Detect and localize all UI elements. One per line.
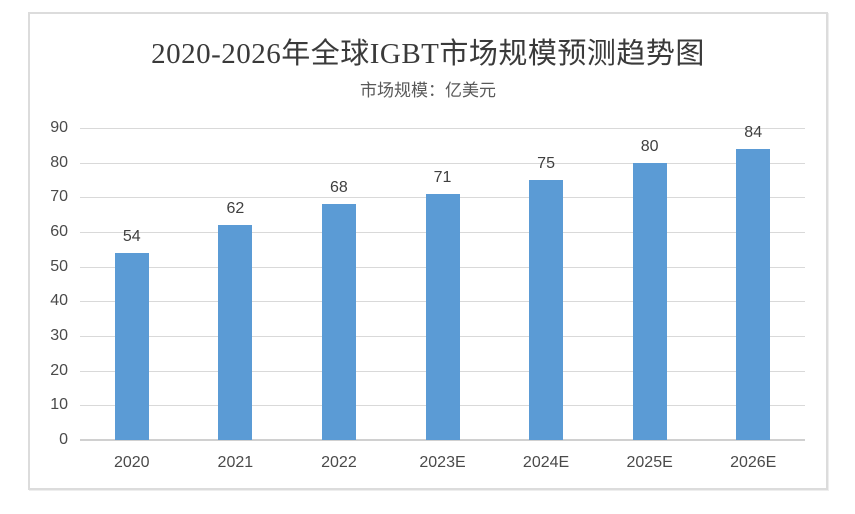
x-tick-label: 2022 bbox=[321, 454, 357, 471]
x-tick-label: 2026E bbox=[730, 454, 777, 471]
bar-value-label: 71 bbox=[433, 168, 452, 186]
x-tick-label: 2024E bbox=[522, 454, 570, 471]
y-tick-label: 40 bbox=[50, 292, 68, 310]
chart-subtitle: 市场规模：亿美元 bbox=[360, 81, 496, 100]
bar-value-label: 54 bbox=[122, 227, 141, 245]
y-tick-label: 30 bbox=[50, 327, 68, 344]
bar-value-label: 80 bbox=[640, 137, 659, 155]
x-tick-label: 2023E bbox=[419, 454, 466, 471]
x-tick-label: 2025E bbox=[626, 454, 673, 471]
bar-value-label: 75 bbox=[537, 155, 555, 172]
bar-value-label: 62 bbox=[226, 200, 245, 218]
y-tick-label: 70 bbox=[50, 188, 68, 206]
bar-2020 bbox=[114, 252, 149, 440]
y-tick-label: 10 bbox=[50, 396, 68, 414]
gridline-y-90 bbox=[80, 128, 805, 129]
bar-2022 bbox=[321, 204, 356, 440]
bar-value-label: 84 bbox=[744, 123, 763, 141]
gridline-y-80 bbox=[80, 162, 805, 164]
x-tick-label: 2020 bbox=[113, 454, 150, 471]
bar-2025E bbox=[632, 162, 667, 440]
y-tick-label: 60 bbox=[50, 223, 68, 240]
y-tick-label: 20 bbox=[50, 361, 68, 379]
x-axis-line bbox=[80, 439, 805, 441]
chart-title: 2020-2026年全球IGBT市场规模预测趋势图 bbox=[151, 38, 705, 70]
y-tick-label: 80 bbox=[50, 153, 68, 171]
x-tick-label: 2021 bbox=[217, 454, 254, 471]
y-tick-label: 90 bbox=[50, 119, 68, 136]
chart-frame: 2020-2026年全球IGBT市场规模预测趋势图 市场规模：亿美元 0 10 20… bbox=[28, 12, 828, 490]
bar-value-label: 68 bbox=[330, 179, 348, 197]
plot-area: 0 10 20 30 40 50 60 70 80 90 54 2020 62 2021 68 2022 71 2… bbox=[50, 119, 805, 471]
bar-2026E bbox=[736, 148, 771, 440]
y-tick-label: 50 bbox=[50, 257, 68, 275]
bar-2023E bbox=[425, 193, 460, 440]
y-tick-label: 0 bbox=[59, 431, 68, 448]
bar-2024E bbox=[529, 180, 564, 440]
bar-2021 bbox=[218, 225, 253, 440]
